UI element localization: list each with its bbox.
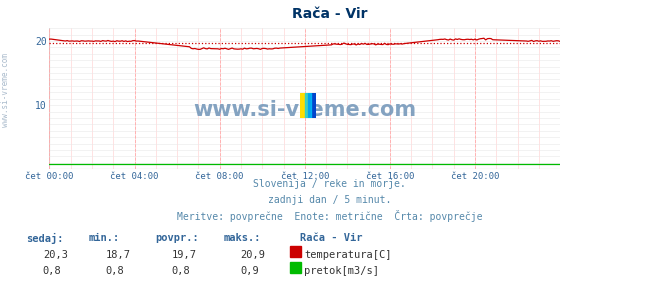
Text: Meritve: povprečne  Enote: metrične  Črta: povprečje: Meritve: povprečne Enote: metrične Črta:…: [177, 210, 482, 222]
Text: zadnji dan / 5 minut.: zadnji dan / 5 minut.: [268, 195, 391, 204]
Polygon shape: [304, 93, 312, 118]
Text: 0,8: 0,8: [105, 266, 124, 276]
Text: www.si-vreme.com: www.si-vreme.com: [1, 53, 10, 127]
Text: povpr.:: povpr.:: [155, 233, 198, 243]
Text: 20,3: 20,3: [43, 250, 68, 259]
Text: sedaj:: sedaj:: [26, 233, 64, 244]
Text: temperatura[C]: temperatura[C]: [304, 250, 392, 259]
Text: 18,7: 18,7: [105, 250, 130, 259]
Text: 0,8: 0,8: [171, 266, 190, 276]
Text: 19,7: 19,7: [171, 250, 196, 259]
Text: 20,9: 20,9: [241, 250, 266, 259]
Text: maks.:: maks.:: [224, 233, 262, 243]
Text: Slovenija / reke in morje.: Slovenija / reke in morje.: [253, 179, 406, 189]
Text: pretok[m3/s]: pretok[m3/s]: [304, 266, 380, 276]
Text: 0,8: 0,8: [43, 266, 61, 276]
Text: min.:: min.:: [89, 233, 120, 243]
Text: www.si-vreme.com: www.si-vreme.com: [193, 100, 416, 120]
Polygon shape: [300, 93, 308, 118]
Text: 0,9: 0,9: [241, 266, 259, 276]
Text: Rača - Vir: Rača - Vir: [292, 7, 367, 21]
Polygon shape: [308, 93, 316, 118]
Text: Rača - Vir: Rača - Vir: [300, 233, 362, 243]
